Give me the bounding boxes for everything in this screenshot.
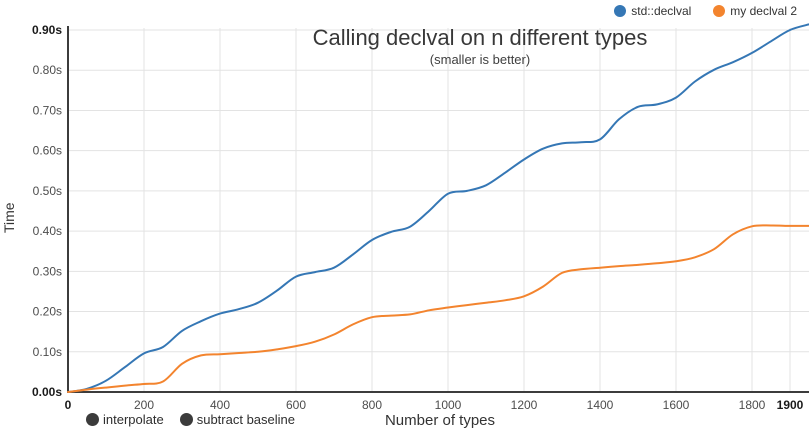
y-tick-label: 0.80s: [33, 63, 62, 77]
y-tick-label: 0.90s: [32, 23, 62, 37]
chart-controls: interpolate subtract baseline: [86, 412, 295, 427]
y-tick-label: 0.70s: [33, 103, 62, 117]
toggle-label: subtract baseline: [196, 412, 295, 427]
legend-label: std::declval: [631, 4, 692, 18]
toggle-label: interpolate: [103, 412, 164, 427]
y-tick-label: 0.60s: [33, 144, 62, 158]
y-tick-label: 0.20s: [33, 305, 62, 319]
x-tick-label: 1400: [587, 398, 614, 412]
legend-label: my declval 2: [730, 4, 797, 18]
y-axis-title: Time: [1, 202, 17, 234]
y-tick-label: 0.00s: [32, 385, 62, 399]
x-axis-title: Number of types: [384, 412, 496, 429]
y-tick-label: 0.10s: [33, 345, 62, 359]
x-tick-label: 1000: [435, 398, 462, 412]
chart-legend: std::declval my declval 2: [614, 4, 797, 18]
series-color-dot-icon: [614, 5, 627, 17]
legend-item-std-declval[interactable]: std::declval: [614, 4, 691, 18]
x-tick-label: 200: [134, 398, 154, 412]
x-tick-label: 800: [362, 398, 382, 412]
y-tick-label: 0.30s: [33, 264, 62, 278]
legend-item-my-declval-2[interactable]: my declval 2: [713, 4, 797, 18]
y-tick-label: 0.50s: [33, 184, 62, 198]
x-tick-label: 0: [65, 398, 72, 412]
x-tick-label: 1800: [739, 398, 766, 412]
x-tick-label: 1900: [777, 398, 804, 412]
subtract-baseline-toggle[interactable]: subtract baseline: [179, 412, 295, 427]
chart-subtitle: (smaller is better): [429, 52, 531, 67]
interpolate-toggle[interactable]: interpolate: [86, 412, 164, 427]
series-color-dot-icon: [713, 5, 726, 17]
chart-title: Calling declval on n different types: [312, 25, 648, 50]
radio-dot-icon: [86, 413, 99, 426]
series-line-std-declval: [67, 23, 809, 393]
x-tick-label: 1200: [511, 398, 538, 412]
x-tick-label: 600: [286, 398, 306, 412]
x-tick-label: 1600: [663, 398, 690, 412]
y-tick-label: 0.40s: [33, 224, 62, 238]
series-line-my-declval-2: [67, 224, 809, 393]
x-tick-label: 400: [210, 398, 230, 412]
radio-dot-icon: [179, 413, 193, 426]
